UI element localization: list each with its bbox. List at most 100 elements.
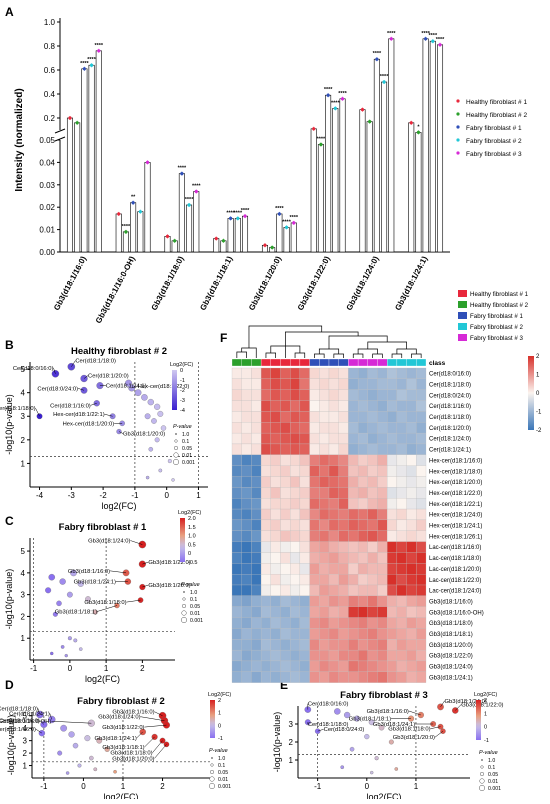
panel-a-data-point — [424, 37, 428, 41]
panel-f-cell — [241, 465, 252, 477]
panel-f-cell — [241, 498, 252, 510]
panel-label-D: D — [5, 678, 14, 692]
panel-b-x-axis-label: log2(FC) — [101, 501, 136, 511]
panel-f-cell — [328, 552, 339, 564]
panel-e-colorbar-tick-label: 1 — [484, 711, 487, 717]
panel-c-point — [60, 645, 65, 649]
panel-f-cell — [231, 541, 242, 553]
panel-f-cell — [280, 411, 291, 423]
panel-f-cell — [251, 660, 262, 672]
panel-f-cell — [299, 574, 310, 586]
panel-f-cell — [338, 422, 349, 434]
panel-f-cell — [260, 454, 271, 466]
panel-f-cell — [367, 367, 378, 379]
panel-f-legend-swatch — [458, 290, 467, 297]
panel-f-cell — [357, 432, 368, 445]
panel-f-cell — [231, 476, 242, 488]
panel-d-size-legend-marker — [208, 782, 216, 790]
panel-c-x-axis-label: log2(FC) — [85, 674, 120, 684]
panel-f-cell — [231, 649, 242, 662]
panel-f-cell — [406, 574, 417, 586]
panel-a-data-point — [326, 93, 330, 97]
panel-f-cell — [280, 660, 291, 672]
panel-f-class-title: class — [429, 360, 446, 367]
panel-c-colorbar-tick-label: 2.0 — [188, 516, 196, 522]
panel-f-cell — [357, 617, 368, 629]
panel-f-cell — [290, 498, 301, 510]
panel-f-cell — [367, 432, 378, 445]
panel-f-cell — [406, 422, 417, 434]
panel-label-F: F — [220, 331, 227, 345]
panel-f-cell — [319, 563, 330, 575]
panel-f-cell — [290, 454, 301, 466]
panel-f-cell — [251, 671, 262, 683]
panel-d-point-label: Cer(d18:1/24:1) — [9, 711, 50, 717]
panel-c-point — [92, 609, 98, 615]
panel-f-cell — [309, 628, 320, 640]
panel-f-cell — [328, 487, 339, 499]
panel-f-cell — [377, 443, 388, 455]
panel-b-colorbar-tick-label: -4 — [180, 408, 185, 414]
panel-f-cell — [270, 508, 281, 521]
panel-f-cell — [348, 639, 359, 651]
panel-e-point-label: Gb3(d18:1/18:0) — [388, 727, 430, 733]
panel-f-cell — [299, 389, 310, 401]
panel-f-cell — [309, 422, 320, 434]
panel-d-size-legend-title: P-value — [209, 748, 228, 754]
panel-f-cell — [251, 606, 262, 618]
panel-f-cell — [319, 454, 330, 466]
panel-f-cell — [241, 389, 252, 401]
panel-c-title: Fabry fibroblast # 1 — [59, 522, 147, 533]
panel-f-cell — [377, 519, 388, 531]
panel-a-data-point — [229, 216, 233, 220]
panel-f-cell — [367, 454, 378, 466]
panel-f-cell — [406, 498, 417, 510]
panel-c-colorbar-title: Log2(FC) — [178, 510, 201, 516]
panel-d-label-leader — [154, 744, 167, 759]
panel-d-size-legend-marker — [209, 776, 215, 782]
panel-e-size-legend-title: P-value — [479, 750, 498, 756]
panel-e-point — [368, 719, 375, 726]
panel-f-cell — [231, 671, 242, 683]
panel-a-bar — [66, 117, 73, 253]
panel-a-significance-label: **** — [122, 224, 131, 230]
panel-f-cell — [406, 617, 417, 629]
panel-f-cell — [251, 411, 262, 423]
panel-e-point-label: Gb3(d18:1/16:0) — [367, 709, 409, 715]
panel-c-point — [70, 569, 77, 577]
panel-d-label-leader — [39, 720, 45, 725]
panel-f-cell — [367, 595, 378, 607]
panel-f-cell — [290, 628, 301, 640]
panel-b-point — [154, 437, 160, 443]
panel-c-point — [64, 654, 68, 658]
panel-f-cell — [328, 378, 339, 390]
panel-f-cell — [260, 649, 271, 662]
panel-d-point — [96, 737, 103, 744]
panel-a-legend-label: Fabry fibroblast # 3 — [466, 151, 522, 158]
panel-b-label-leader — [53, 367, 56, 374]
panel-f-cell — [377, 498, 388, 510]
panel-f-cell — [367, 400, 378, 412]
panel-e-label-leader — [430, 726, 441, 729]
panel-f-cell — [260, 660, 271, 672]
panel-a-data-point — [382, 80, 386, 84]
panel-f-class-cell — [231, 358, 242, 367]
panel-d-label-leader — [49, 713, 53, 720]
panel-f-cell — [338, 498, 349, 510]
panel-f-row-label: Lac-cer(d18:1/24:0) — [429, 589, 481, 595]
panel-f-cell — [231, 367, 242, 379]
panel-f-cell — [396, 454, 407, 466]
panel-f-cell — [299, 476, 310, 488]
panel-a-significance-label: **** — [185, 197, 194, 203]
panel-a-significance-label: **** — [234, 210, 243, 216]
panel-f-cell — [241, 432, 252, 445]
panel-f-cell — [396, 628, 407, 640]
panel-f-cell — [348, 422, 359, 434]
panel-f-cell — [416, 574, 427, 586]
panel-d-size-legend-label: 1.0 — [218, 756, 225, 762]
panel-f-cell — [241, 606, 252, 618]
panel-f-cell — [328, 508, 339, 521]
panel-f-cell — [231, 617, 242, 629]
panel-b-point-label: Cer(d18:1/18:0) — [0, 406, 36, 412]
panel-f-class-cell — [251, 358, 262, 367]
